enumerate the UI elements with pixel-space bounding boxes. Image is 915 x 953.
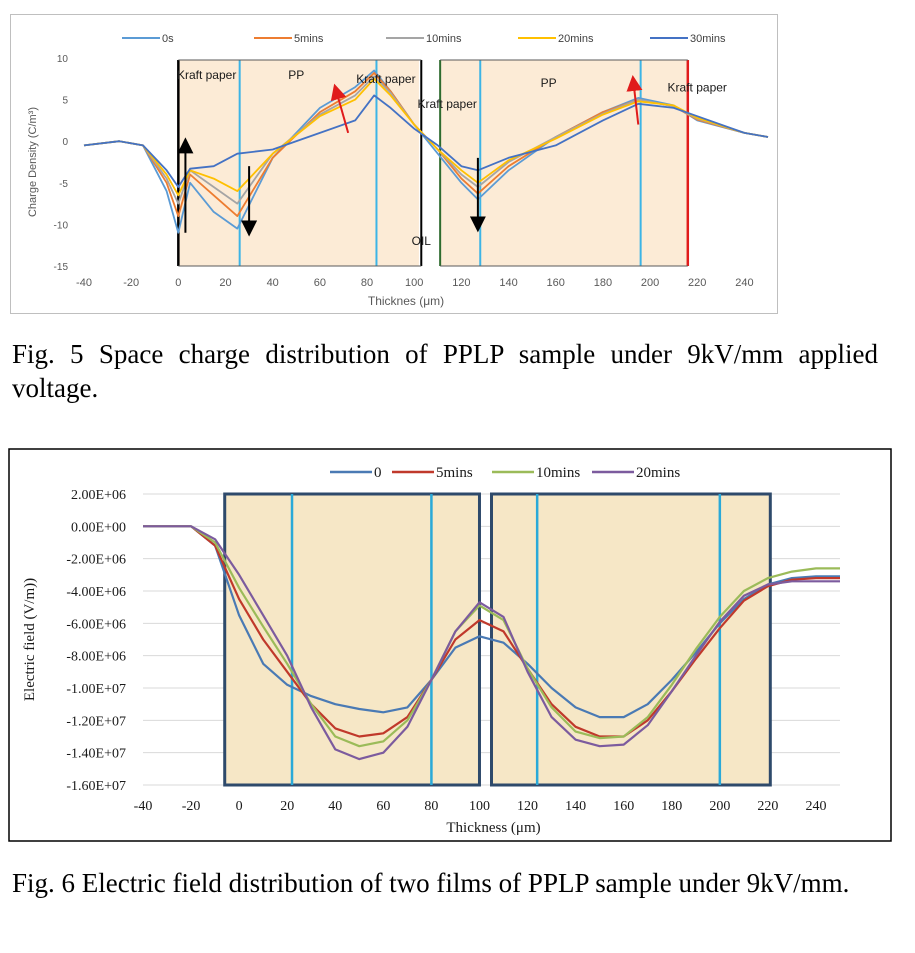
trend-arrow — [330, 83, 350, 134]
x-tick-label: 40 — [267, 277, 279, 289]
x-tick-label: 20 — [219, 277, 231, 289]
film-region-1 — [223, 492, 481, 787]
x-axis-label: Thicknes (μm) — [368, 294, 444, 308]
legend-label: 10mins — [536, 465, 580, 481]
legend-label: 5mins — [294, 33, 324, 45]
series-line — [143, 525, 840, 738]
x-tick-label: 200 — [641, 277, 659, 289]
series-line — [83, 94, 769, 188]
legend-label: 20mins — [558, 33, 594, 45]
x-tick-label: 80 — [424, 799, 438, 814]
x-tick-label: 160 — [547, 277, 565, 289]
x-tick-label: 220 — [757, 799, 778, 814]
y-tick-label: -1.20E+07 — [66, 714, 126, 729]
y-tick-label: -10 — [54, 220, 69, 231]
x-tick-label: 80 — [361, 277, 373, 289]
series-line — [143, 525, 840, 761]
y-tick-label: 10 — [57, 54, 69, 65]
x-tick-label: 180 — [661, 799, 682, 814]
space-charge-chart: 10 5 0 -5 -10 -15 -40 -20 0 20 40 60 80 100 120 140 160 1… — [10, 14, 778, 314]
y-tick-label: -2.00E+06 — [66, 553, 126, 568]
y-tick-label: -15 — [54, 262, 69, 273]
film-region-2 — [490, 492, 772, 787]
x-tick-label: 140 — [499, 277, 517, 289]
y-tick-label: -1.60E+07 — [66, 779, 126, 794]
electric-field-plot: 2.00E+06 0.00E+00 -2.00E+06 -4.00E+06 -6.00E… — [8, 448, 892, 842]
x-tick-label: 20 — [280, 799, 294, 814]
trend-arrow — [626, 75, 643, 125]
legend-label: 0s — [162, 33, 174, 45]
annotation-label: OIL — [412, 234, 432, 248]
x-tick-label: 120 — [452, 277, 470, 289]
figure-6-caption: Fig. 6 Electric field distribution of tw… — [12, 868, 850, 898]
y-tick-label: -1.00E+07 — [66, 682, 126, 697]
x-tick-label: -40 — [76, 277, 92, 289]
annotation-label: Kraft paper — [668, 80, 727, 94]
x-tick-label: 180 — [594, 277, 612, 289]
film-outline — [178, 59, 688, 267]
y-tick-label: -1.40E+07 — [66, 747, 126, 762]
legend-label: 10mins — [426, 33, 462, 45]
annotation-label: Kraft paper — [418, 97, 477, 111]
x-tick-label: 100 — [405, 277, 423, 289]
annotation-label: Kraft paper — [177, 68, 236, 82]
y-tick-label: -4.00E+06 — [66, 585, 126, 600]
x-tick-label: 120 — [517, 799, 538, 814]
x-tick-label: 240 — [805, 799, 826, 814]
space-charge-plot: 10 5 0 -5 -10 -15 -40 -20 0 20 40 60 80 100 120 140 160 1… — [10, 14, 778, 314]
x-tick-label: 200 — [709, 799, 730, 814]
figure-5-caption: Fig. 5 Space charge distribution of PPLP… — [12, 339, 878, 403]
y-tick-label: -6.00E+06 — [66, 617, 126, 632]
y-tick-label: 2.00E+06 — [71, 488, 126, 503]
x-tick-label: 220 — [688, 277, 706, 289]
x-tick-label: 160 — [613, 799, 634, 814]
x-tick-label: 60 — [376, 799, 390, 814]
y-tick-label: 0 — [62, 137, 68, 148]
legend-label: 20mins — [636, 465, 680, 481]
y-tick-label: 0.00E+00 — [71, 520, 126, 535]
series-line — [83, 77, 769, 197]
x-axis-label: Thickness (μm) — [446, 820, 540, 836]
y-tick-label: -5 — [59, 179, 68, 190]
legend-label: 30mins — [690, 33, 726, 45]
series-line — [143, 525, 840, 719]
electric-field-chart: 2.00E+06 0.00E+00 -2.00E+06 -4.00E+06 -6.00E… — [8, 448, 892, 842]
annotation-label: PP — [541, 76, 557, 90]
x-tick-label: 240 — [735, 277, 753, 289]
legend-label: 5mins — [436, 465, 473, 481]
x-tick-label: -20 — [123, 277, 139, 289]
y-axis-label: Electric field (V/m)) — [22, 578, 38, 701]
series-line — [143, 525, 840, 748]
y-axis-label: Charge Density (C/m³) — [27, 107, 39, 217]
x-tick-label: 100 — [469, 799, 490, 814]
x-tick-label: -40 — [134, 799, 153, 814]
annotation-label: PP — [288, 68, 304, 82]
y-tick-label: 5 — [62, 96, 68, 107]
x-tick-label: 0 — [236, 799, 243, 814]
x-tick-label: 0 — [175, 277, 181, 289]
film-region-1 — [178, 60, 419, 266]
x-tick-label: 140 — [565, 799, 586, 814]
x-tick-label: -20 — [182, 799, 201, 814]
x-tick-label: 40 — [328, 799, 342, 814]
y-tick-label: -8.00E+06 — [66, 650, 126, 665]
x-tick-label: 60 — [314, 277, 326, 289]
annotation-label: Kraft paper — [356, 72, 415, 86]
legend-label: 0 — [374, 465, 382, 481]
series-line — [83, 75, 769, 205]
